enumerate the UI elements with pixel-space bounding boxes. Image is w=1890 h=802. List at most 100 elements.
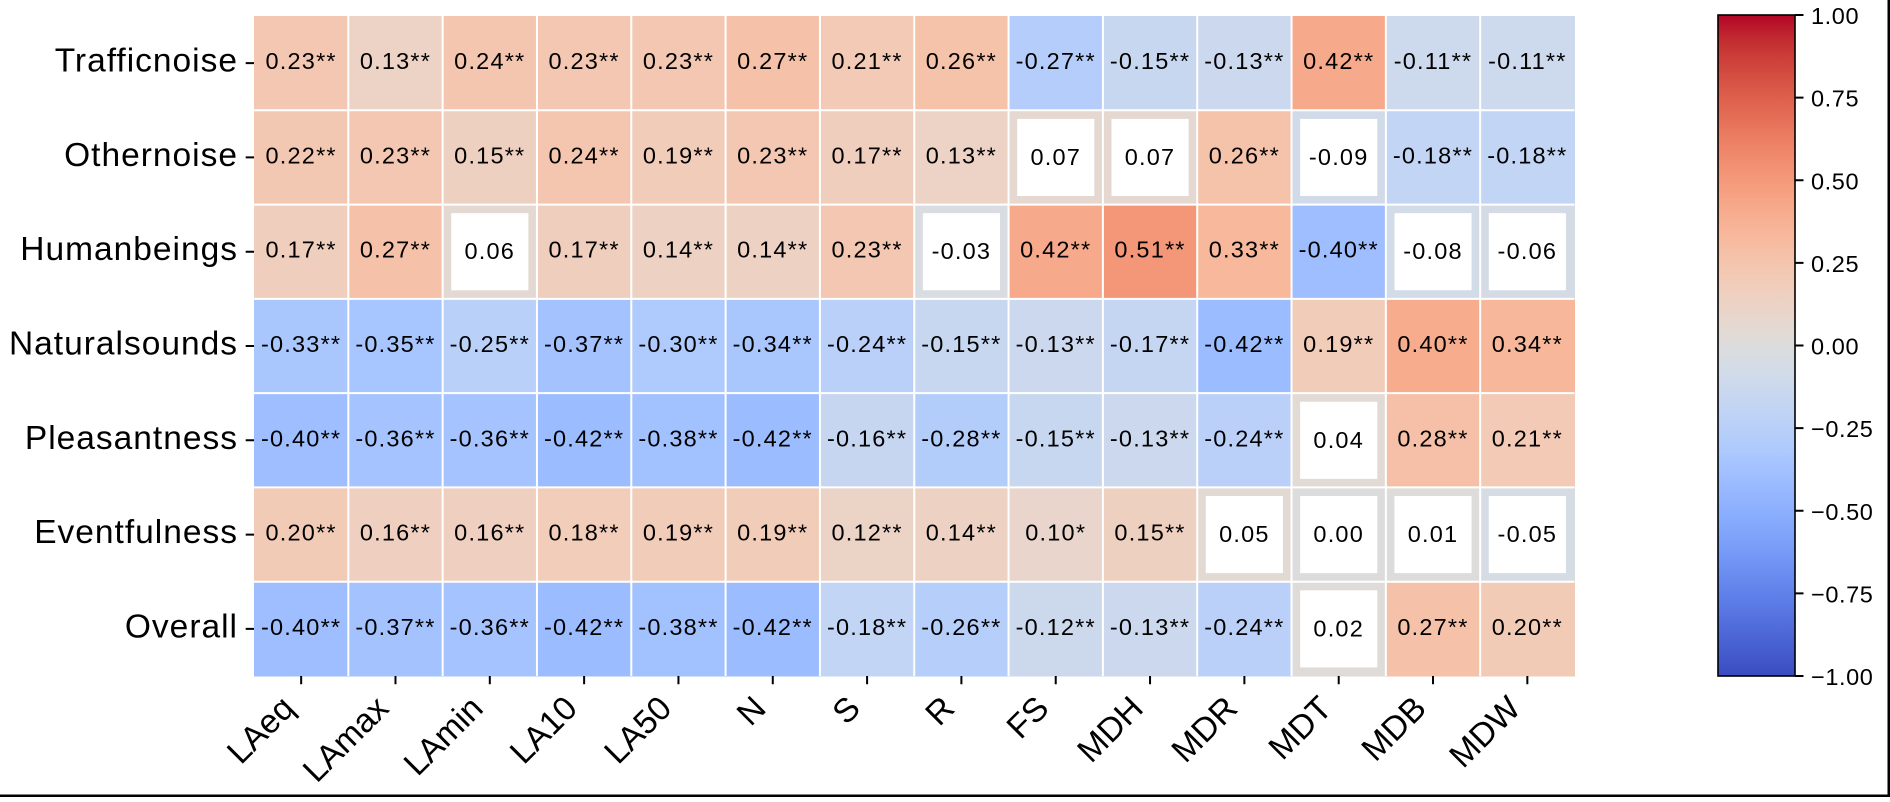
svg-text:0.19**: 0.19** bbox=[643, 142, 714, 168]
svg-text:Eventfulness: Eventfulness bbox=[34, 514, 238, 551]
svg-text:-0.13**: -0.13** bbox=[1110, 614, 1190, 640]
svg-text:0.06: 0.06 bbox=[465, 238, 516, 264]
svg-text:-0.24**: -0.24** bbox=[827, 331, 907, 357]
svg-text:0.01: 0.01 bbox=[1408, 521, 1459, 547]
svg-text:-0.37**: -0.37** bbox=[544, 331, 624, 357]
svg-text:-0.38**: -0.38** bbox=[638, 425, 718, 451]
svg-text:-0.42**: -0.42** bbox=[544, 425, 624, 451]
svg-text:0.02: 0.02 bbox=[1313, 615, 1364, 641]
svg-text:0.17**: 0.17** bbox=[266, 237, 337, 263]
svg-text:0.27**: 0.27** bbox=[360, 237, 431, 263]
svg-text:-0.08: -0.08 bbox=[1403, 238, 1463, 264]
svg-text:0.27**: 0.27** bbox=[737, 48, 808, 74]
svg-text:0.23**: 0.23** bbox=[831, 237, 902, 263]
svg-text:-0.25**: -0.25** bbox=[450, 331, 530, 357]
svg-text:0.23**: 0.23** bbox=[360, 142, 431, 168]
svg-text:Othernoise: Othernoise bbox=[64, 137, 238, 174]
svg-text:-0.13**: -0.13** bbox=[1016, 331, 1096, 357]
svg-text:−0.50: −0.50 bbox=[1811, 499, 1873, 525]
svg-text:0.15**: 0.15** bbox=[454, 142, 525, 168]
svg-text:-0.24**: -0.24** bbox=[1204, 614, 1284, 640]
svg-text:0.15**: 0.15** bbox=[1114, 520, 1185, 546]
svg-text:-0.15**: -0.15** bbox=[921, 331, 1001, 357]
svg-text:0.00: 0.00 bbox=[1811, 334, 1859, 360]
svg-text:0.42**: 0.42** bbox=[1020, 237, 1091, 263]
svg-text:0.17**: 0.17** bbox=[831, 142, 902, 168]
svg-text:0.24**: 0.24** bbox=[549, 142, 620, 168]
svg-text:0.19**: 0.19** bbox=[737, 520, 808, 546]
svg-text:0.33**: 0.33** bbox=[1209, 237, 1280, 263]
svg-text:0.34**: 0.34** bbox=[1492, 331, 1563, 357]
svg-text:0.22**: 0.22** bbox=[266, 142, 337, 168]
svg-text:-0.30**: -0.30** bbox=[638, 331, 718, 357]
svg-text:-0.40**: -0.40** bbox=[1299, 237, 1379, 263]
svg-text:Humanbeings: Humanbeings bbox=[20, 231, 238, 268]
svg-text:0.28**: 0.28** bbox=[1397, 425, 1468, 451]
svg-text:0.16**: 0.16** bbox=[454, 520, 525, 546]
svg-text:0.19**: 0.19** bbox=[1303, 331, 1374, 357]
svg-text:-0.18**: -0.18** bbox=[1393, 142, 1473, 168]
svg-text:−0.75: −0.75 bbox=[1811, 581, 1873, 607]
svg-text:-0.13**: -0.13** bbox=[1204, 48, 1284, 74]
svg-text:Naturalsounds: Naturalsounds bbox=[9, 326, 238, 363]
svg-text:-0.05: -0.05 bbox=[1498, 521, 1558, 547]
svg-text:-0.13**: -0.13** bbox=[1110, 425, 1190, 451]
svg-text:0.23**: 0.23** bbox=[737, 142, 808, 168]
svg-text:-0.40**: -0.40** bbox=[261, 614, 341, 640]
svg-text:0.20**: 0.20** bbox=[266, 520, 337, 546]
svg-text:0.07: 0.07 bbox=[1125, 144, 1176, 170]
svg-text:-0.42**: -0.42** bbox=[1204, 331, 1284, 357]
svg-text:0.19**: 0.19** bbox=[643, 520, 714, 546]
svg-text:-0.27**: -0.27** bbox=[1016, 48, 1096, 74]
svg-text:0.21**: 0.21** bbox=[1492, 425, 1563, 451]
svg-text:0.26**: 0.26** bbox=[1209, 142, 1280, 168]
svg-text:−0.25: −0.25 bbox=[1811, 416, 1873, 442]
svg-text:-0.24**: -0.24** bbox=[1204, 425, 1284, 451]
svg-text:-0.18**: -0.18** bbox=[827, 614, 907, 640]
svg-text:Overall: Overall bbox=[125, 608, 238, 645]
svg-text:−1.00: −1.00 bbox=[1811, 664, 1873, 690]
svg-text:0.50: 0.50 bbox=[1811, 168, 1859, 194]
svg-text:0.14**: 0.14** bbox=[926, 520, 997, 546]
svg-text:-0.38**: -0.38** bbox=[638, 614, 718, 640]
svg-text:1.00: 1.00 bbox=[1811, 3, 1859, 29]
svg-text:-0.33**: -0.33** bbox=[261, 331, 341, 357]
svg-text:-0.11**: -0.11** bbox=[1394, 48, 1473, 74]
svg-text:0.04: 0.04 bbox=[1313, 427, 1364, 453]
svg-text:-0.35**: -0.35** bbox=[355, 331, 435, 357]
svg-text:0.14**: 0.14** bbox=[643, 237, 714, 263]
svg-text:0.75: 0.75 bbox=[1811, 86, 1859, 112]
svg-text:-0.34**: -0.34** bbox=[733, 331, 813, 357]
svg-text:0.42**: 0.42** bbox=[1303, 48, 1374, 74]
svg-text:0.10*: 0.10* bbox=[1025, 520, 1086, 546]
svg-text:0.18**: 0.18** bbox=[549, 520, 620, 546]
svg-text:-0.15**: -0.15** bbox=[1016, 425, 1096, 451]
svg-text:0.51**: 0.51** bbox=[1114, 237, 1185, 263]
svg-text:-0.16**: -0.16** bbox=[827, 425, 907, 451]
svg-text:0.13**: 0.13** bbox=[360, 48, 431, 74]
svg-text:-0.15**: -0.15** bbox=[1110, 48, 1190, 74]
svg-text:Pleasantness: Pleasantness bbox=[25, 420, 238, 457]
svg-text:0.21**: 0.21** bbox=[831, 48, 902, 74]
svg-text:0.12**: 0.12** bbox=[831, 520, 902, 546]
svg-text:0.00: 0.00 bbox=[1313, 521, 1364, 547]
svg-text:-0.12**: -0.12** bbox=[1016, 614, 1096, 640]
svg-text:0.25: 0.25 bbox=[1811, 251, 1859, 277]
svg-text:-0.17**: -0.17** bbox=[1110, 331, 1190, 357]
svg-text:-0.28**: -0.28** bbox=[921, 425, 1001, 451]
svg-text:-0.26**: -0.26** bbox=[921, 614, 1001, 640]
svg-text:-0.36**: -0.36** bbox=[450, 425, 530, 451]
svg-text:0.24**: 0.24** bbox=[454, 48, 525, 74]
svg-text:0.27**: 0.27** bbox=[1397, 614, 1468, 640]
svg-text:0.20**: 0.20** bbox=[1492, 614, 1563, 640]
svg-text:-0.40**: -0.40** bbox=[261, 425, 341, 451]
svg-text:-0.11**: -0.11** bbox=[1488, 48, 1567, 74]
svg-text:0.07: 0.07 bbox=[1030, 144, 1081, 170]
svg-text:0.23**: 0.23** bbox=[643, 48, 714, 74]
svg-text:-0.42**: -0.42** bbox=[544, 614, 624, 640]
svg-text:-0.18**: -0.18** bbox=[1487, 142, 1567, 168]
svg-text:-0.36**: -0.36** bbox=[355, 425, 435, 451]
svg-text:-0.42**: -0.42** bbox=[733, 614, 813, 640]
svg-text:0.05: 0.05 bbox=[1219, 521, 1270, 547]
svg-text:-0.36**: -0.36** bbox=[450, 614, 530, 640]
